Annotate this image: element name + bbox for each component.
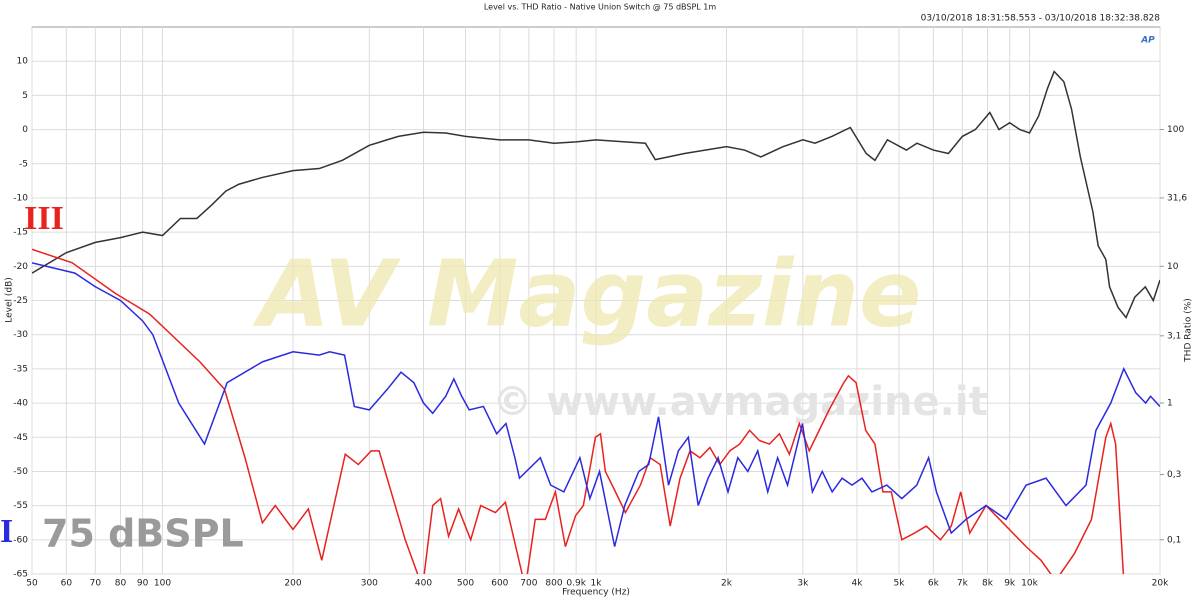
x-tick-label: 600 (491, 579, 508, 589)
y-tick-label: -10 (13, 193, 28, 203)
x-tick-label: 6k (928, 579, 940, 589)
x-tick-label: 60 (61, 579, 73, 589)
x-tick-label: 2k (721, 579, 733, 589)
y2-tick-label: 100 (1167, 125, 1184, 135)
series-group (32, 70, 1160, 574)
y-tick-label: -60 (13, 535, 28, 545)
x-tick-label: 10k (1021, 579, 1038, 589)
y-tick-label: -30 (13, 330, 28, 340)
x-tick-label: 70 (90, 579, 102, 589)
y-tick-label: -35 (13, 364, 28, 374)
x-tick-label: 800 (545, 579, 562, 589)
x-axis-title: Frequency (Hz) (562, 588, 630, 598)
y2-tick-label: 0,3 (1167, 470, 1181, 480)
watermark: AV Magazine © www.avmagazine.it (253, 240, 988, 425)
x-tick-label: 80 (115, 579, 127, 589)
y-tick-label: -25 (13, 296, 28, 306)
y-tick-label: -20 (13, 262, 28, 272)
series-line (32, 248, 1125, 574)
series-line (32, 262, 1160, 547)
series-label: II (0, 513, 13, 550)
x-tick-label: 100 (154, 579, 171, 589)
y-tick-label: 0 (22, 125, 28, 135)
y-tick-label: 10 (17, 57, 29, 67)
x-tick-label: 3k (797, 579, 809, 589)
grid (31, 27, 1161, 575)
x-tick-label: 200 (284, 579, 301, 589)
x-tick-label: 50 (26, 579, 38, 589)
y2-tick-label: 1 (1167, 399, 1173, 409)
x-tick-label: 700 (520, 579, 537, 589)
chart-subtitle: 03/10/2018 18:31:58.553 - 03/10/2018 18:… (921, 14, 1161, 24)
x-tick-label: 9k (1004, 579, 1016, 589)
y2-tick-label: 0,1 (1167, 535, 1181, 545)
y-tick-label: -45 (13, 433, 28, 443)
x-tick-label: 1k (591, 579, 603, 589)
x-tick-label: 5k (894, 579, 906, 589)
chart-title: Level vs. THD Ratio - Native Union Switc… (484, 3, 717, 12)
x-tick-label: 0.9k (566, 579, 586, 589)
y-tick-label: -40 (13, 399, 28, 409)
y2-axis-title: THD Ratio (%) (1184, 298, 1194, 363)
series-label: III (24, 200, 64, 237)
x-tick-label: 400 (415, 579, 432, 589)
watermark-url: © www.avmagazine.it (492, 379, 987, 425)
x-tick-label: 300 (361, 579, 378, 589)
series-line (32, 70, 1160, 320)
watermark-logo: AV Magazine (253, 240, 922, 347)
x-tick-label: 90 (137, 579, 149, 589)
y-tick-label: -50 (13, 467, 28, 477)
x-tick-label: 500 (457, 579, 474, 589)
y2-tick-label: 31,6 (1167, 193, 1187, 203)
y-tick-label: -65 (13, 570, 28, 580)
level-annotation: 75 dBSPL (42, 512, 244, 556)
x-tick-label: 8k (982, 579, 994, 589)
x-tick-label: 4k (852, 579, 864, 589)
y-axis-title: Level (dB) (5, 277, 15, 323)
y-tick-label: -15 (13, 228, 28, 238)
x-tick-label: 7k (957, 579, 969, 589)
x-tick-label: 20k (1152, 579, 1169, 589)
y-tick-label: 5 (22, 91, 28, 101)
y-tick-label: -55 (13, 501, 28, 511)
ap-logo: AP (1140, 36, 1155, 46)
y2-tick-label: 3,1 (1167, 331, 1181, 341)
y2-tick-label: 10 (1167, 262, 1179, 272)
y-tick-label: -5 (19, 159, 28, 169)
